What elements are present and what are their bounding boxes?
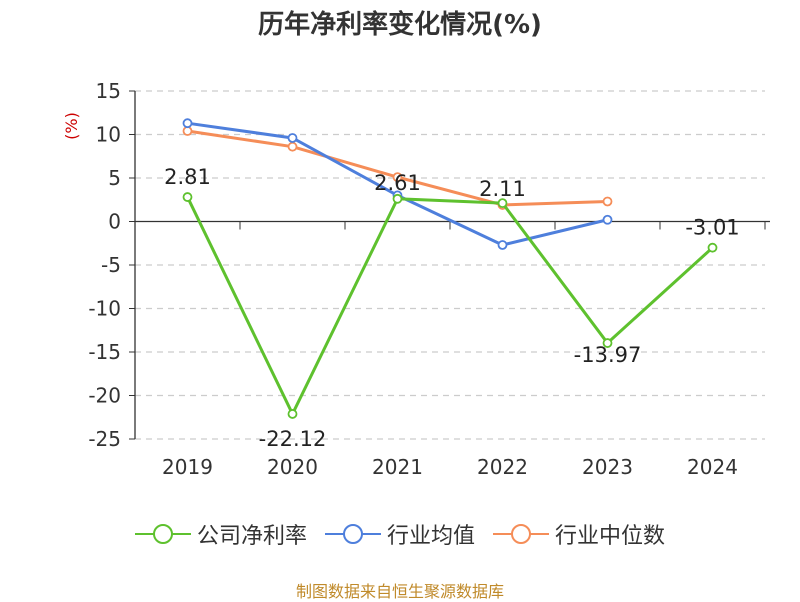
y-tick-label: -15 (88, 340, 121, 364)
y-tick-label: 5 (108, 166, 121, 190)
data-labels: 2.81 -22.12 2.61 2.11 -13.97 -3.01 (164, 165, 740, 451)
data-point (287, 133, 298, 143)
legend-label: 行业中位数 (555, 524, 666, 549)
data-point (287, 409, 298, 419)
data-point (182, 192, 193, 202)
chart-title: 历年净利率变化情况(%) (258, 10, 542, 40)
axes: 15 10 5 0 -5 -10 -15 -20 -25 2019 2020 2021 2022 2023… (62, 79, 770, 479)
x-tick-label: 2019 (162, 455, 213, 479)
data-point (602, 196, 613, 207)
legend-item[interactable]: 行业均值 (324, 518, 475, 550)
y-axis-label: (%) (62, 112, 81, 140)
source-footer: 制图数据来自恒生聚源数据库 (295, 582, 504, 601)
legend-marker (134, 524, 191, 544)
data-point (707, 242, 718, 253)
legend-item[interactable]: 公司净利率 (134, 518, 307, 550)
x-tick-label: 2021 (372, 455, 423, 479)
series-line (186, 196, 714, 416)
data-point (182, 118, 193, 129)
legend-item[interactable]: 行业中位数 (493, 518, 665, 550)
data-point (392, 193, 403, 204)
data-label: 2.81 (164, 165, 211, 189)
grid-lines (135, 90, 765, 440)
legend-marker (493, 524, 549, 544)
y-tick-label: -5 (101, 253, 121, 277)
legend: 公司净利率 行业均值 行业中位数 (0, 518, 800, 550)
y-tick-label: -25 (88, 427, 121, 451)
x-tick-label: 2022 (477, 455, 528, 479)
data-point (182, 126, 193, 136)
y-tick-label: -20 (88, 384, 121, 408)
x-tick-label: 2023 (582, 455, 633, 479)
data-point (392, 172, 403, 183)
data-label: 2.11 (479, 177, 526, 201)
data-point (287, 141, 298, 152)
data-label: -13.97 (574, 343, 642, 367)
data-point (602, 338, 613, 348)
legend-marker (324, 524, 381, 544)
y-tick-label: 15 (96, 79, 121, 103)
y-tick-label: 0 (108, 210, 121, 234)
data-label: -3.01 (685, 216, 739, 240)
series-lines (182, 118, 718, 419)
legend-label: 行业均值 (386, 524, 475, 549)
data-label: 2.61 (374, 171, 421, 195)
data-point (497, 198, 508, 209)
x-tick-label: 2020 (267, 455, 318, 479)
data-point (602, 214, 613, 225)
y-tick-label: 10 (96, 123, 121, 147)
data-point (497, 240, 508, 250)
y-tick-label: -10 (88, 297, 121, 321)
legend-label: 公司净利率 (196, 524, 307, 549)
data-label: -22.12 (259, 427, 327, 451)
x-tick-label: 2024 (687, 455, 738, 479)
